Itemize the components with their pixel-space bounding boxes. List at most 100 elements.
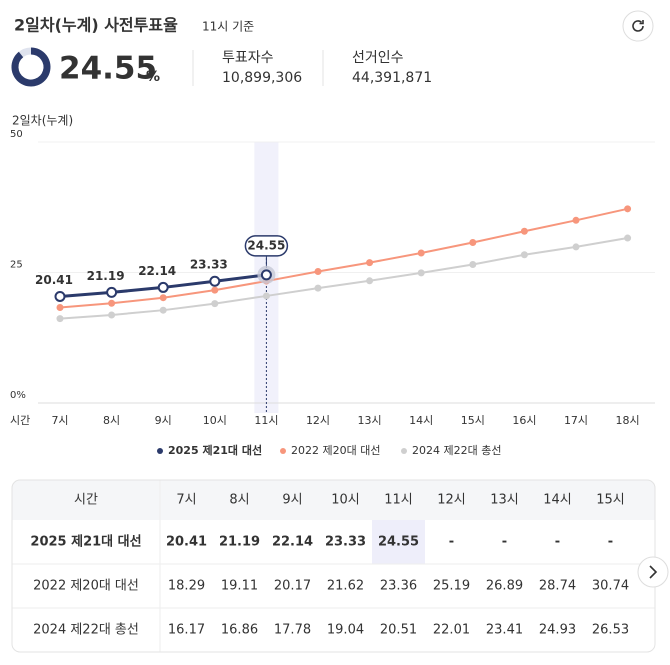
legend-dot [157, 448, 163, 454]
table-cell: 28.74 [539, 579, 576, 594]
x-tick-label: 10시 [203, 414, 227, 427]
point [624, 205, 632, 213]
next-button[interactable] [637, 556, 669, 588]
table-cell: 20.51 [380, 623, 417, 638]
x-tick-label: 14시 [409, 414, 433, 427]
point [366, 277, 374, 285]
title: 2일차(누계) 사전투표율 [14, 16, 178, 35]
table-cell: 24.93 [539, 623, 576, 638]
table-header: 7시 [176, 493, 196, 508]
series-line [59, 207, 628, 309]
y-tick-label: 25 [10, 260, 23, 271]
table-cell: 21.62 [327, 579, 364, 594]
table-cell: 23.36 [380, 579, 417, 594]
table-cell: 2022 제20대 대선 [33, 579, 139, 594]
table-cell: 20.41 [166, 535, 207, 550]
data-label: 22.14 [138, 264, 176, 278]
table-header: 시간 [74, 493, 98, 508]
donut [11, 47, 51, 87]
table-cell: 23.33 [325, 535, 366, 550]
point [108, 311, 116, 319]
point [572, 243, 580, 251]
table-cell: 26.53 [592, 623, 629, 638]
table-cell: - [608, 535, 613, 550]
refresh-button[interactable] [622, 10, 654, 42]
series-line [59, 237, 628, 320]
table-cell: 16.86 [221, 623, 258, 638]
point [211, 300, 219, 308]
x-tick-label: 11시 [254, 414, 278, 427]
point [211, 286, 219, 294]
stat-value: 10,899,306 [222, 70, 302, 86]
highlight-cell [372, 520, 425, 564]
point [520, 227, 528, 235]
table: 시간 7시 8시 9시 10시 11시 12시 13시 14시 15시 2025 제21대 대선 20… [12, 480, 655, 652]
data-label: 21.19 [87, 269, 125, 283]
point [624, 234, 632, 242]
table-cell: 16.17 [168, 623, 205, 638]
basis: 11시 기준 [202, 20, 254, 34]
rate-unit: % [146, 69, 160, 85]
point [314, 284, 322, 292]
stat-value: 44,391,871 [352, 70, 432, 86]
table-header: 10시 [331, 493, 360, 508]
point [417, 269, 425, 277]
table-header: 14시 [543, 493, 572, 508]
point [56, 304, 64, 312]
legend-dot [280, 448, 286, 454]
x-tick-label: 12시 [306, 414, 330, 427]
x-axis-label: 시간 [10, 414, 30, 427]
y-tick-label: 0% [10, 390, 26, 401]
legend-label: 2025 제21대 대선 [168, 443, 262, 457]
point [469, 261, 477, 269]
table-cell: 19.04 [327, 623, 364, 638]
table-cell: 2025 제21대 대선 [30, 534, 141, 550]
table-cell: 24.55 [378, 535, 419, 550]
table-cell: - [449, 535, 454, 550]
table-cell: 30.74 [592, 579, 629, 594]
x-tick-label: 17시 [564, 414, 588, 427]
table-header: 9시 [282, 493, 302, 508]
table-cell: 19.11 [221, 579, 258, 594]
point [209, 275, 221, 287]
point [572, 216, 580, 224]
x-tick-label: 15시 [461, 414, 485, 427]
table-header: 8시 [229, 493, 249, 508]
point [417, 249, 425, 257]
point [157, 281, 169, 293]
legend-dot [401, 448, 407, 454]
table-cell: 21.19 [219, 535, 260, 550]
point [366, 259, 374, 267]
x-tick-label: 16시 [512, 414, 536, 427]
table-cell: 20.17 [274, 579, 311, 594]
table-cell: 22.14 [272, 535, 313, 550]
table-header: 15시 [596, 493, 625, 508]
point [106, 286, 118, 298]
table-header-bg [12, 480, 655, 520]
table-cell: 18.29 [168, 579, 205, 594]
point [56, 315, 64, 323]
y-axis-label: 2일차(누계) [12, 114, 73, 128]
point [54, 290, 66, 302]
stat-label: 투표자수 [222, 50, 274, 66]
table-cell: 17.78 [274, 623, 311, 638]
stat-label: 선거인수 [352, 50, 404, 66]
point [469, 239, 477, 247]
point [314, 268, 322, 276]
table-cell: - [502, 535, 507, 550]
point [159, 306, 167, 314]
rate: 24.55 [59, 51, 157, 87]
data-label: 24.55 [247, 238, 285, 252]
point [260, 269, 272, 281]
point [262, 292, 270, 300]
table-cell: 25.19 [433, 579, 470, 594]
x-tick-label: 9시 [155, 414, 172, 427]
table-cell: 23.41 [486, 623, 523, 638]
legend-label: 2022 제20대 대선 [291, 444, 380, 457]
x-tick-label: 18시 [616, 414, 640, 427]
table-cell: 22.01 [433, 623, 470, 638]
table-cell: 26.89 [486, 579, 523, 594]
table-header: 13시 [490, 493, 519, 508]
point [108, 299, 116, 307]
